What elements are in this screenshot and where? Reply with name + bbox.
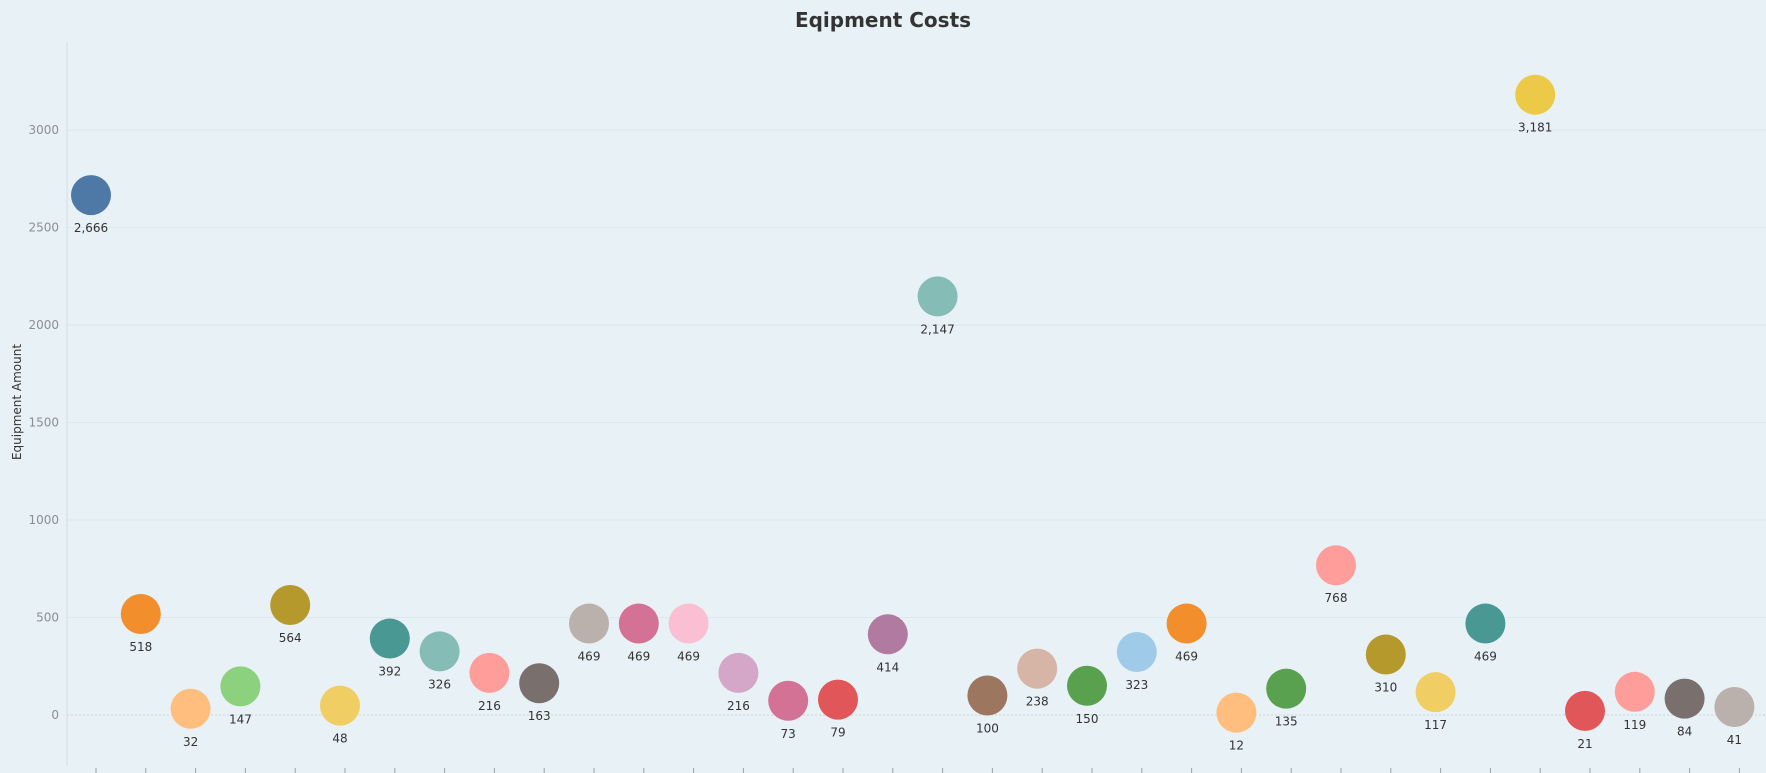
data-point (1316, 545, 1356, 586)
data-point (1415, 672, 1456, 713)
data-point (668, 603, 709, 644)
data-point (469, 652, 510, 693)
data-label: 41 (1727, 733, 1742, 747)
data-point (1714, 687, 1755, 728)
data-label: 414 (876, 660, 899, 674)
data-label: 469 (1474, 650, 1497, 664)
data-point (120, 593, 161, 634)
data-point (1116, 632, 1157, 673)
data-point (718, 652, 759, 693)
data-label: 518 (129, 640, 152, 654)
data-point (917, 276, 958, 317)
data-label: 12 (1229, 739, 1244, 753)
grid-lines (67, 129, 1766, 716)
data-label: 79 (830, 726, 845, 740)
y-tick-label: 2500 (28, 221, 59, 235)
data-point (519, 663, 560, 704)
data-label: 2,666 (74, 221, 108, 235)
data-label: 3,181 (1518, 121, 1552, 135)
data-point (1465, 603, 1506, 644)
chart-title: Eqipment Costs (794, 8, 972, 32)
data-label: 326 (428, 677, 451, 691)
data-label: 469 (578, 650, 601, 664)
y-tick-label: 1000 (28, 513, 59, 527)
data-label: 768 (1325, 591, 1348, 605)
data-label: 310 (1374, 681, 1397, 695)
data-point (618, 603, 659, 644)
data-label: 392 (378, 665, 401, 679)
data-point (1365, 634, 1406, 675)
data-label: 469 (1175, 650, 1198, 664)
data-point (1216, 692, 1257, 733)
data-point (818, 679, 858, 720)
data-point (419, 631, 460, 672)
data-points: 2,666 518 32 147 564 48 392 326 216 163 469 469 469 2… (71, 74, 1755, 753)
data-point (569, 603, 609, 644)
data-label: 238 (1026, 695, 1049, 709)
data-point (1565, 690, 1605, 731)
y-tick-label: 3000 (28, 123, 59, 137)
data-point (1017, 648, 1058, 689)
data-point (1614, 671, 1655, 712)
data-label: 469 (677, 650, 700, 664)
data-point (1067, 665, 1107, 706)
data-label: 150 (1076, 712, 1099, 726)
y-tick-label: 0 (51, 708, 59, 722)
data-label: 32 (183, 735, 198, 749)
data-label: 48 (332, 732, 347, 746)
data-label: 564 (279, 631, 302, 645)
data-label: 21 (1577, 737, 1592, 751)
data-point (369, 618, 410, 659)
data-label: 2,147 (920, 322, 954, 336)
data-label: 163 (528, 709, 551, 723)
data-label: 84 (1677, 725, 1692, 739)
data-point (320, 685, 360, 726)
data-point (170, 688, 211, 729)
y-tick-label: 500 (36, 611, 59, 625)
data-point (1664, 678, 1705, 719)
data-point (967, 675, 1008, 716)
data-label: 216 (727, 699, 750, 713)
data-point (270, 585, 311, 626)
data-point (220, 666, 261, 707)
data-point (768, 680, 809, 721)
data-label: 469 (627, 650, 650, 664)
data-label: 147 (229, 712, 252, 726)
data-point (867, 614, 908, 655)
data-label: 135 (1275, 715, 1298, 729)
y-axis: 0 500 1000 1500 2000 2500 3000 (28, 42, 68, 766)
data-point (1166, 603, 1207, 644)
y-axis-title: Equipment Amount (10, 344, 24, 460)
data-point (71, 175, 111, 216)
data-point (1515, 74, 1556, 115)
x-axis-ticks (95, 768, 1740, 773)
data-label: 117 (1424, 718, 1447, 732)
y-tick-label: 2000 (28, 318, 59, 332)
data-label: 216 (478, 699, 501, 713)
data-label: 119 (1623, 718, 1646, 732)
y-tick-label: 1500 (28, 416, 59, 430)
data-label: 323 (1125, 678, 1148, 692)
data-label: 73 (781, 727, 796, 741)
data-point (1266, 668, 1307, 709)
data-label: 100 (976, 722, 999, 736)
